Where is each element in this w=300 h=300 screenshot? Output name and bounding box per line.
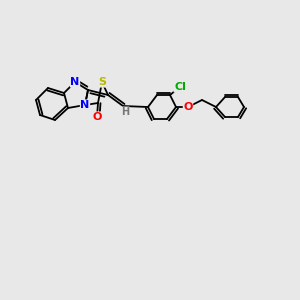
Text: O: O bbox=[183, 102, 193, 112]
Text: N: N bbox=[70, 77, 80, 87]
Text: S: S bbox=[98, 77, 106, 87]
Text: Cl: Cl bbox=[174, 82, 186, 92]
Text: N: N bbox=[80, 100, 90, 110]
Text: O: O bbox=[92, 112, 102, 122]
Text: H: H bbox=[121, 107, 129, 117]
